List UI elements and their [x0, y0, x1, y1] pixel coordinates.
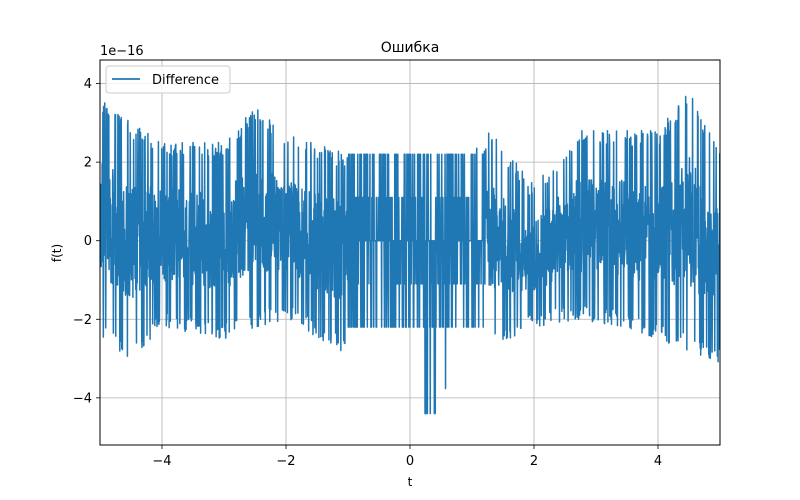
y-tick-label: 4	[84, 77, 92, 92]
y-tick-label: 0	[84, 234, 92, 249]
legend-label-difference: Difference	[152, 73, 219, 88]
y-tick-label: 2	[84, 156, 92, 171]
y-axis-label: f(t)	[50, 244, 64, 262]
chart-title: Ошибка	[381, 40, 440, 56]
x-tick-label: 2	[530, 454, 538, 469]
x-axis-label: t	[408, 475, 413, 489]
series-layer	[100, 95, 720, 415]
x-tick-label: 0	[406, 454, 414, 469]
tick-layer: −4 −2 0 2 4 −4 −2 0 2 4	[73, 77, 662, 469]
x-tick-label: 4	[654, 454, 662, 469]
x-tick-label: −2	[276, 454, 295, 469]
x-tick-label: −4	[152, 454, 171, 469]
y-offset-text: 1e−16	[100, 44, 144, 59]
series-line-difference	[100, 95, 720, 415]
y-tick-label: −2	[73, 313, 92, 328]
legend: Difference	[105, 65, 231, 94]
legend-box	[105, 65, 231, 94]
y-tick-label: −4	[73, 391, 92, 406]
